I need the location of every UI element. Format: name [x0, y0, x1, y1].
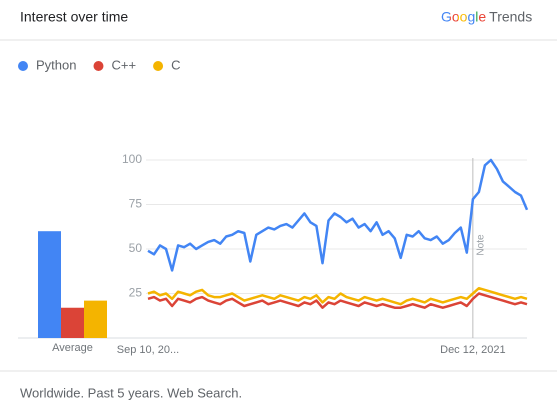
y-tick-label: 25	[129, 286, 143, 300]
y-tick-label: 75	[129, 197, 143, 211]
y-tick-label: 100	[122, 152, 142, 166]
legend-label: C++	[111, 57, 136, 72]
series-line	[147, 286, 528, 306]
legend: Python C++ C	[18, 57, 180, 72]
chart-title: Interest over time	[20, 9, 128, 25]
average-label: Average	[52, 342, 93, 354]
y-tick-label: 50	[129, 241, 143, 255]
legend-label: Python	[36, 57, 76, 72]
legend-marker	[153, 61, 164, 71]
annotation-label: Note	[475, 234, 486, 256]
x-tick-label: Sep 10, 20...	[117, 344, 179, 356]
series-line	[147, 292, 528, 309]
footer: Worldwide. Past 5 years. Web Search.	[20, 385, 242, 400]
brand: Google	[441, 9, 486, 25]
legend-marker	[18, 61, 28, 71]
average-bar	[61, 307, 84, 338]
legend-marker	[93, 61, 104, 71]
x-tick-label: Dec 12, 2021	[440, 344, 505, 356]
legend-label: C	[171, 57, 180, 72]
average-bar	[38, 231, 61, 338]
series-line	[147, 158, 529, 272]
average-bar	[84, 300, 107, 338]
product: Trends	[489, 9, 532, 25]
